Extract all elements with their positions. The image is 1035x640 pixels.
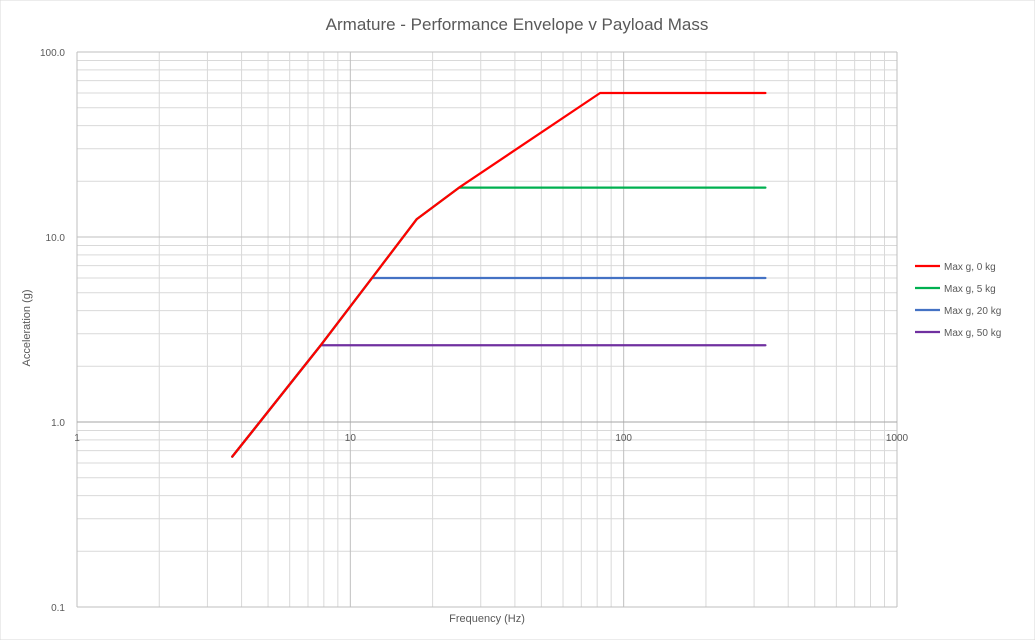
y-tick-label: 100.0 — [40, 48, 65, 59]
x-axis-title: Frequency (Hz) — [449, 613, 525, 625]
y-tick-label: 0.1 — [51, 603, 65, 614]
y-axis-title: Acceleration (g) — [21, 289, 33, 366]
x-tick-label: 100 — [615, 433, 632, 444]
series-line-max-g-0-kg — [231, 91, 767, 458]
x-tick-label: 1000 — [886, 433, 909, 444]
legend-label-max-g-50-kg: Max g, 50 kg — [944, 328, 1001, 339]
legend-label-max-g-20-kg: Max g, 20 kg — [944, 306, 1001, 317]
y-tick-label: 10.0 — [46, 233, 66, 244]
x-tick-label: 10 — [345, 433, 357, 444]
x-tick-label: 1 — [74, 433, 80, 444]
chart-title: Armature - Performance Envelope v Payloa… — [326, 15, 709, 34]
legend-label-max-g-0-kg: Max g, 0 kg — [944, 262, 996, 273]
legend: Max g, 0 kg Max g, 5 kg Max g, 20 kg Max g,… — [915, 262, 1001, 339]
legend-label-max-g-5-kg: Max g, 5 kg — [944, 284, 996, 295]
plot-area: 1 10 100 1000 0.1 1.0 10.0 100.0 — [40, 48, 909, 614]
y-tick-label: 1.0 — [51, 418, 65, 429]
